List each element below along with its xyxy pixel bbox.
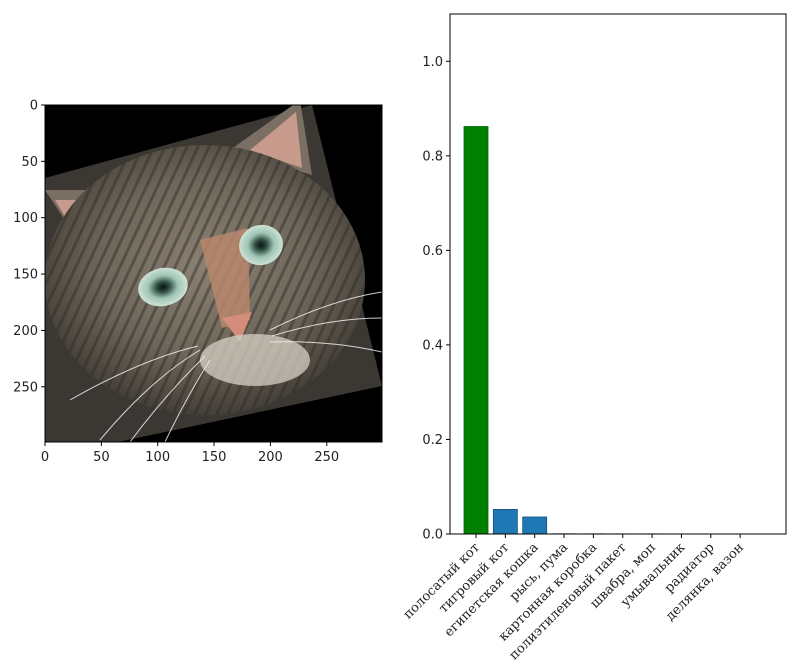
image-x-tick-label: 250 [314, 450, 339, 465]
image-x-tick-label: 150 [202, 450, 227, 465]
image-y-tick-label: 100 [13, 211, 38, 226]
bar-y-axis: 0.0 0.2 0.4 0.6 0.8 1.0 [422, 55, 450, 543]
image-y-axis: 0 50 100 150 200 250 [13, 99, 45, 395]
bar-3 [522, 516, 548, 535]
image-y-tick-label: 50 [21, 155, 38, 170]
plot-area [450, 14, 786, 534]
bar-chart-panel: 0.0 0.2 0.4 0.6 0.8 1.0 полосатый коттигровый… [401, 13, 787, 663]
image-y-tick-label: 250 [13, 380, 38, 395]
bar-y-tick-label: 0.4 [422, 338, 443, 353]
bar-y-tick-label: 0.0 [422, 528, 443, 543]
image-x-tick-label: 50 [93, 450, 110, 465]
image-y-tick-label: 150 [13, 268, 38, 283]
image-frame [44, 104, 383, 443]
plot-frame [449, 13, 787, 535]
image-y-tick-label: 200 [13, 324, 38, 339]
image-x-axis: 0 50 100 150 200 250 [41, 442, 339, 465]
image-y-tick-label: 0 [30, 99, 38, 114]
bar-y-tick-label: 0.2 [422, 433, 443, 448]
bar-y-tick-label: 1.0 [422, 55, 443, 70]
image-x-tick-label: 0 [41, 450, 49, 465]
bar-1 [463, 126, 489, 535]
bars [463, 126, 753, 535]
image-x-tick-label: 100 [145, 450, 170, 465]
bar-y-tick-label: 0.8 [422, 149, 443, 164]
image-panel: 0 50 100 150 200 250 0 50 100 150 200 250 [13, 99, 383, 465]
image-x-tick-label: 200 [258, 450, 283, 465]
tabby-cat-face-icon [45, 105, 382, 442]
bar-y-tick-label: 0.6 [422, 244, 443, 259]
cat-photo [45, 105, 382, 442]
bar-2 [492, 509, 518, 535]
